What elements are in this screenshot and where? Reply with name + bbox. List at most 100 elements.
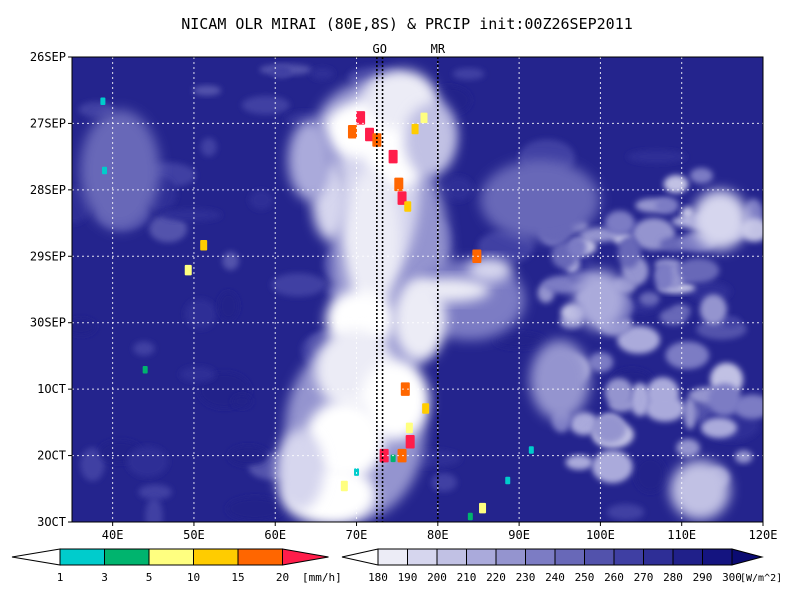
marker-lines (376, 57, 439, 522)
olr-patch (569, 412, 599, 436)
olr-patch (629, 382, 651, 417)
olr-bar-cell (613, 548, 644, 566)
y-tick-label: 28SEP (30, 183, 66, 197)
olr-bar-unit: [W/m^2] (740, 573, 782, 584)
olr-patch (606, 504, 645, 521)
olr-patch (232, 394, 252, 408)
precip-cell (340, 480, 348, 492)
plot-field (72, 57, 763, 522)
olr-patch (617, 236, 641, 269)
precip-bar-label: 5 (146, 571, 153, 584)
x-tick-label: 70E (346, 528, 368, 542)
olr-patch (645, 395, 685, 422)
olr-patch (149, 214, 188, 243)
precip-cell (422, 403, 430, 414)
olr-patch (72, 318, 96, 336)
olr-cloud (574, 270, 626, 330)
olr-patch (634, 457, 666, 493)
olr-patch (138, 484, 172, 500)
precip-cell (388, 149, 398, 164)
olr-bar-label: 300 (722, 571, 742, 584)
precip-bar-label: 20 (276, 571, 289, 584)
olr-patch (663, 175, 689, 194)
olr-bar-label: 200 (427, 571, 447, 584)
olr-patch (271, 273, 325, 297)
olr-bar-low-arrow (341, 548, 379, 566)
olr-patch (700, 417, 738, 438)
precip-cell (184, 264, 192, 276)
precip-cell (420, 112, 428, 124)
precip-cell (404, 201, 412, 212)
olr-colorbar: 180 190 200 210 220 230 240 250 260 270 280 290 300[… (341, 548, 782, 584)
olr-bar-label: 240 (545, 571, 565, 584)
marker-label: GO (372, 42, 386, 56)
olr-bar-label: 210 (457, 571, 477, 584)
olr-patch (430, 473, 457, 492)
plot-frame (71, 56, 764, 523)
olr-bar-cell (672, 548, 703, 566)
x-tick-label: 90E (508, 528, 530, 542)
olr-patch (218, 291, 239, 321)
olr-bar-cell (554, 548, 585, 566)
olr-patch (444, 176, 473, 201)
olr-patch (721, 316, 741, 328)
precip-cell (372, 133, 382, 147)
olr-cloud (670, 460, 730, 520)
olr-cloud (288, 120, 332, 200)
precip-cell (411, 123, 419, 135)
precip-cell (479, 502, 487, 514)
olr-bar-high-arrow (731, 548, 764, 566)
olr-patch (681, 206, 694, 220)
precip-bar-high-arrow (282, 548, 329, 566)
olr-bar-label: 250 (575, 571, 595, 584)
y-tick-label: 2OCT (37, 449, 66, 463)
precip-cell (467, 512, 473, 521)
olr-patch (639, 291, 660, 306)
olr-patch (627, 150, 687, 164)
olr-cloud (468, 258, 512, 282)
olr-bar-label: 280 (663, 571, 683, 584)
x-tick-label: 100E (586, 528, 615, 542)
precip-cell (400, 382, 410, 396)
olr-patch (452, 68, 485, 80)
olr-cloud (480, 160, 600, 240)
olr-cloud (276, 430, 324, 510)
olr-patch (310, 67, 334, 80)
olr-patch (734, 450, 753, 464)
precip-cell (472, 249, 482, 264)
olr-patch (591, 413, 627, 443)
x-tick-label: 110E (667, 528, 696, 542)
olr-bar-label: 290 (693, 571, 713, 584)
olr-bar-cell (702, 548, 733, 566)
olr-cloud (404, 104, 456, 176)
precip-cell (390, 454, 396, 463)
olr-patch (227, 497, 284, 521)
olr-patch (162, 209, 222, 222)
y-tick-label: 29SEP (30, 249, 66, 263)
olr-cloud (692, 190, 748, 250)
precip-bar-cell (193, 548, 239, 566)
olr-patch (676, 438, 700, 457)
olr-patch (588, 352, 614, 373)
precip-cell (405, 422, 413, 434)
olr-patch (604, 210, 635, 236)
marker-label: MR (431, 42, 446, 56)
precip-cell (200, 239, 208, 251)
precip-bar-label: 3 (101, 571, 108, 584)
marker-labels: GO MR (372, 42, 445, 56)
olr-patch (654, 262, 673, 292)
olr-patch (145, 497, 163, 522)
olr-patch (699, 294, 727, 325)
x-tick-label: 120E (749, 528, 778, 542)
olr-patch (184, 299, 217, 330)
olr-cloud (361, 360, 429, 440)
precip-bar-label: 15 (231, 571, 244, 584)
chart-title: NICAM OLR MIRAI (80E,8S) & PRCIP init:00… (181, 15, 633, 33)
x-tick-label: 50E (183, 528, 205, 542)
precip-bar-unit: [mm/h] (302, 571, 342, 584)
olr-patch (708, 383, 742, 416)
olr-patch (477, 230, 535, 264)
olr-cloud (305, 400, 385, 480)
precip-cell (100, 97, 106, 106)
precip-cell (394, 177, 404, 192)
